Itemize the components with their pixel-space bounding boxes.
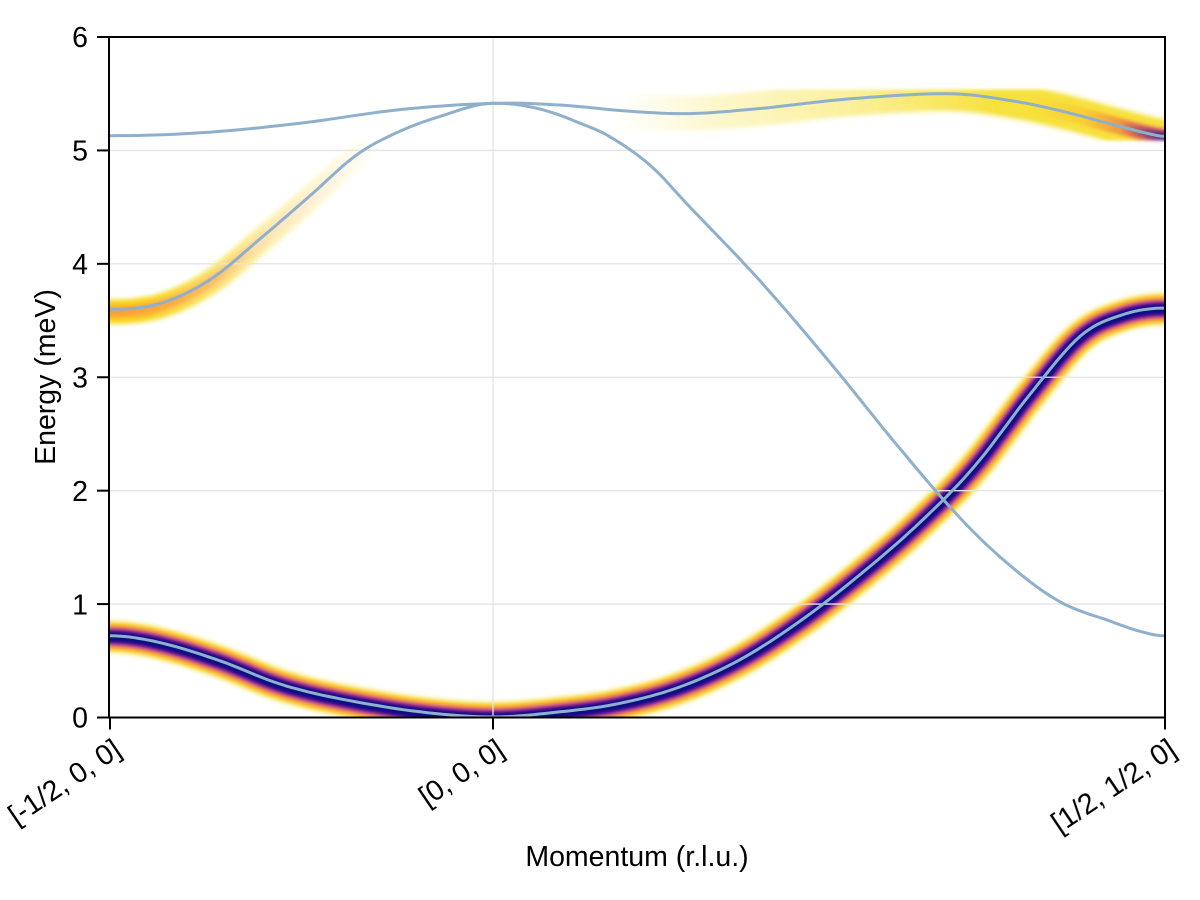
svg-text:6: 6	[72, 22, 88, 54]
svg-text:4: 4	[72, 249, 88, 281]
svg-text:Momentum (r.l.u.): Momentum (r.l.u.)	[525, 841, 748, 873]
svg-text:0: 0	[72, 703, 88, 735]
svg-text:2: 2	[72, 476, 88, 508]
svg-text:Energy (meV): Energy (meV)	[30, 289, 62, 465]
svg-text:1: 1	[72, 589, 88, 621]
svg-text:5: 5	[72, 136, 88, 168]
svg-text:3: 3	[72, 362, 88, 394]
